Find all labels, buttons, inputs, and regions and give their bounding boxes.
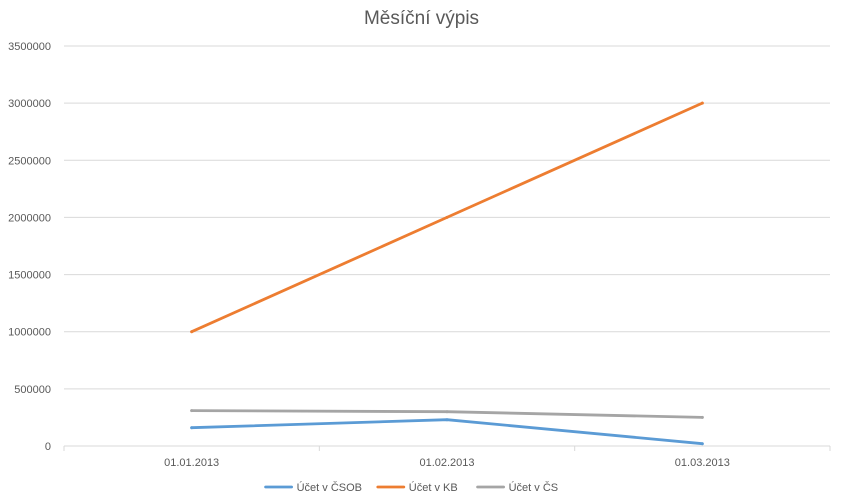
x-tick-label: 01.03.2013 — [675, 457, 730, 469]
chart-title: Měsíční výpis — [363, 8, 480, 29]
data-point — [190, 409, 194, 413]
y-tick-label: 1000000 — [8, 327, 51, 339]
data-point — [190, 330, 194, 334]
y-tick-label: 1500000 — [8, 270, 51, 282]
legend-label: Účet v ČS — [509, 481, 559, 494]
y-tick-label: 500000 — [14, 384, 51, 396]
series-line-0 — [190, 418, 704, 446]
y-tick-label: 0 — [45, 441, 51, 453]
x-tick-label: 01.01.2013 — [164, 457, 219, 469]
legend-label: Účet v ČSOB — [297, 481, 362, 494]
data-point — [445, 418, 449, 422]
y-tick-label: 3000000 — [8, 98, 51, 110]
axes: 0 500000 1000000 1500000 2000000 2500000 30000… — [8, 41, 831, 469]
y-tick-label: 2000000 — [8, 212, 51, 224]
data-point — [700, 101, 704, 105]
data-point — [190, 426, 194, 430]
data-point — [700, 415, 704, 419]
y-tick-label: 2500000 — [8, 155, 51, 167]
y-tick-label: 3500000 — [8, 41, 51, 53]
series-lines — [190, 101, 704, 446]
data-point — [700, 442, 704, 446]
legend-label: Účet v KB — [409, 481, 458, 494]
data-point — [445, 215, 449, 219]
legend: Účet v ČSOB Účet v KB Účet v ČS — [264, 481, 559, 494]
x-tick-label: 01.02.2013 — [419, 457, 474, 469]
data-point — [445, 410, 449, 414]
